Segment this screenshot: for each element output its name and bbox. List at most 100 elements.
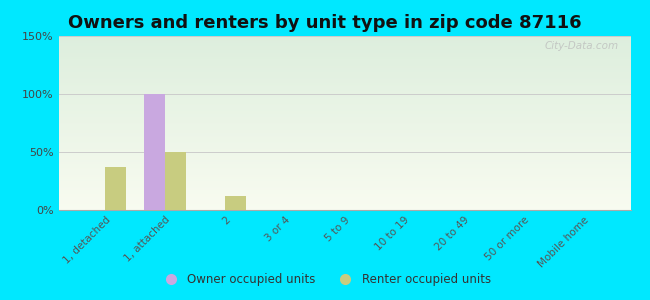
Bar [58,135,630,136]
Bar [58,122,630,123]
Bar [58,168,630,169]
Bar [58,145,630,146]
Bar [58,51,630,52]
Bar [58,49,630,50]
Bar [58,95,630,96]
Bar [58,150,630,151]
Bar [58,163,630,164]
Bar [58,151,630,152]
Bar [58,147,630,148]
Bar [58,131,630,132]
Bar [58,105,630,106]
Bar [58,177,630,178]
Bar [58,62,630,63]
Bar [58,126,630,127]
Bar [58,58,630,59]
Bar [58,61,630,62]
Bar [58,76,630,77]
Bar [144,94,165,210]
Text: City-Data.com: City-Data.com [545,41,619,51]
Bar [58,111,630,112]
Bar [58,70,630,71]
Bar [58,79,630,80]
Bar [58,140,630,141]
Bar [58,127,630,128]
Legend: Owner occupied units, Renter occupied units: Owner occupied units, Renter occupied un… [154,269,496,291]
Bar [58,38,630,39]
Bar [58,206,630,207]
Bar [58,47,630,48]
Bar [58,166,630,167]
Bar [58,130,630,131]
Bar [58,178,630,179]
Bar [58,66,630,67]
Bar [58,112,630,113]
Bar [58,158,630,159]
Bar [58,109,630,110]
Bar [58,52,630,53]
Bar [58,37,630,38]
Bar [58,100,630,101]
Bar [58,102,630,103]
Bar [58,100,630,101]
Bar [58,56,630,57]
Bar [58,174,630,175]
Bar [58,192,630,193]
Bar [58,120,630,121]
Bar [58,207,630,208]
Bar [58,75,630,76]
Bar [58,74,630,75]
Bar [58,81,630,82]
Bar [58,133,630,134]
Bar [58,175,630,176]
Bar [58,39,630,40]
Bar [58,193,630,194]
Bar [58,160,630,161]
Bar [58,134,630,135]
Bar [58,171,630,172]
Bar [58,104,630,105]
Bar [58,197,630,198]
Bar [58,97,630,98]
Bar [58,146,630,147]
Bar [58,41,630,42]
Bar [58,106,630,107]
Bar [58,170,630,171]
Bar [58,144,630,145]
Bar [58,182,630,183]
Bar [58,110,630,111]
Bar [58,91,630,92]
Bar [58,108,630,109]
Bar [58,185,630,186]
Bar [58,45,630,46]
Bar [58,93,630,94]
Bar [58,36,630,37]
Bar [58,136,630,137]
Bar [58,54,630,55]
Bar [58,194,630,195]
Bar [58,199,630,200]
Bar [58,59,630,60]
Bar [58,77,630,78]
Bar [58,190,630,191]
Bar [58,125,630,126]
Bar [105,167,126,210]
Bar [58,90,630,91]
Bar [58,159,630,160]
Bar [58,73,630,74]
Bar [58,172,630,173]
Bar [58,98,630,99]
Bar [58,132,630,133]
Bar [58,89,630,90]
Bar [58,57,630,58]
Bar [58,141,630,142]
Bar [58,129,630,130]
Bar [58,142,630,143]
Bar [58,200,630,201]
Bar [58,88,630,89]
Bar [58,123,630,124]
Bar [58,44,630,45]
Bar [58,167,630,168]
Bar [58,165,630,166]
Bar [58,138,630,139]
